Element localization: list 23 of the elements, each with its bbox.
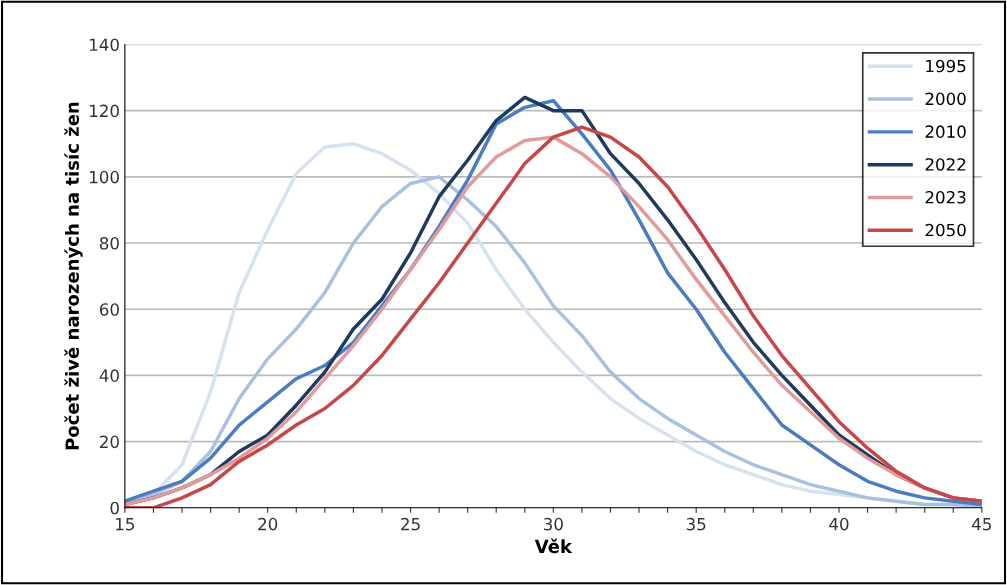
legend-label: 2010 <box>925 125 966 138</box>
x-tick-label: 40 <box>829 517 849 531</box>
x-tick-label: 20 <box>258 517 278 531</box>
y-tick-label: 120 <box>90 104 119 118</box>
legend-label: 2000 <box>925 92 966 106</box>
x-tick-label: 30 <box>544 517 563 531</box>
legend-label: 2050 <box>925 223 966 237</box>
x-tick-label: 35 <box>686 517 706 531</box>
y-tick-label: 0 <box>110 501 119 515</box>
legend-label: 2023 <box>925 190 966 204</box>
y-tick-label: 60 <box>99 303 119 316</box>
legend-label: 1995 <box>926 59 966 73</box>
x-tick-label: 15 <box>116 518 135 531</box>
legend-label: 2022 <box>925 158 966 171</box>
y-axis-title: Počet živě narozených na tisíc žen <box>64 102 83 450</box>
y-tick-label: 100 <box>90 170 119 184</box>
y-tick-label: 140 <box>90 38 119 52</box>
y-tick-label: 40 <box>99 369 119 382</box>
y-tick-label: 80 <box>99 236 119 250</box>
x-tick-label: 45 <box>972 518 991 531</box>
y-tick-label: 20 <box>100 435 119 449</box>
x-axis-title: Věk <box>534 538 573 554</box>
x-tick-label: 25 <box>401 517 420 531</box>
